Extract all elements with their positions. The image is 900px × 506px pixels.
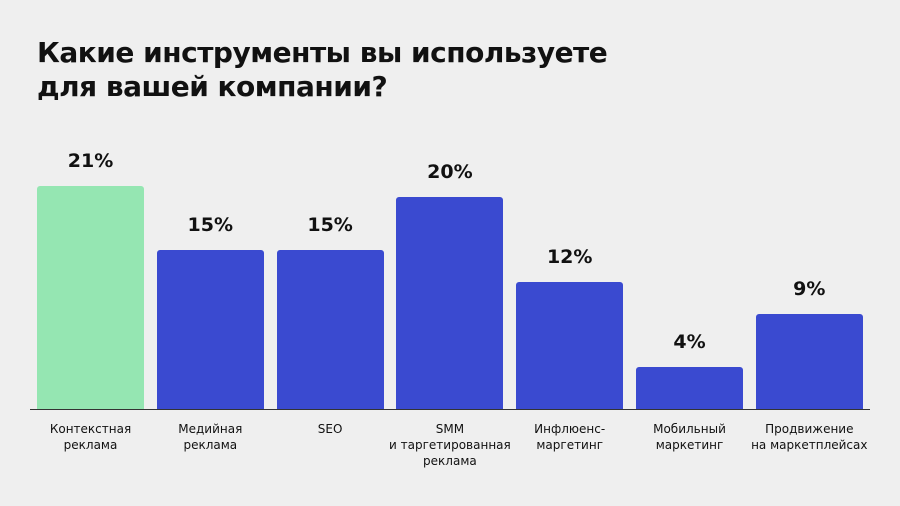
value-label: 4% xyxy=(673,330,706,353)
value-label: 9% xyxy=(793,277,826,300)
x-tick-label: SMM и таргетированная реклама xyxy=(389,422,511,468)
x-tick-label: Продвижение на маркетплейсах xyxy=(751,422,868,452)
bar xyxy=(516,281,624,409)
bar xyxy=(276,250,384,409)
bar xyxy=(755,313,863,409)
bar xyxy=(156,250,264,409)
x-tick-label: SEO xyxy=(317,422,343,436)
chart-title: Какие инструменты вы используете для ваш… xyxy=(37,36,608,103)
bar xyxy=(396,197,504,409)
x-tick-label: Мобильный маркетинг xyxy=(653,422,726,452)
value-label: 12% xyxy=(546,245,593,268)
bar xyxy=(37,186,144,409)
value-label: 15% xyxy=(187,214,234,236)
baseline xyxy=(30,409,870,410)
value-label: 15% xyxy=(307,214,353,236)
x-tick-label: Инфлюенс- маргетинг xyxy=(534,422,606,452)
x-tick-label: Контекстная реклама xyxy=(49,422,132,452)
value-label: 20% xyxy=(427,161,473,183)
x-tick-label: Медийная реклама xyxy=(178,422,243,452)
value-label: 21% xyxy=(67,150,114,173)
bar xyxy=(636,366,743,409)
